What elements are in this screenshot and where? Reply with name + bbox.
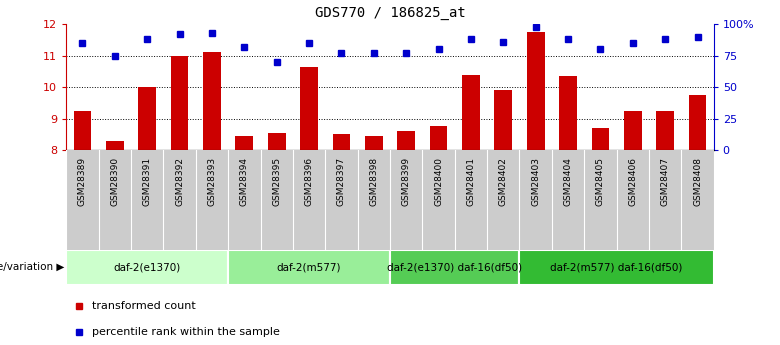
Text: daf-2(e1370) daf-16(df50): daf-2(e1370) daf-16(df50) (387, 263, 523, 272)
Bar (624, 111, 642, 150)
Bar (689, 95, 707, 150)
Text: daf-2(m577): daf-2(m577) (277, 263, 342, 272)
Text: GSM28403: GSM28403 (531, 157, 541, 206)
Bar (138, 87, 156, 150)
Bar (591, 128, 609, 150)
Bar (656, 111, 674, 150)
Bar (365, 136, 383, 150)
Text: transformed count: transformed count (92, 301, 196, 310)
Text: GSM28394: GSM28394 (239, 157, 249, 206)
Text: GSM28401: GSM28401 (466, 157, 476, 206)
Bar (397, 131, 415, 150)
Text: daf-2(m577) daf-16(df50): daf-2(m577) daf-16(df50) (551, 263, 682, 272)
Bar (171, 56, 189, 150)
Text: GSM28391: GSM28391 (143, 157, 152, 206)
Text: GSM28398: GSM28398 (369, 157, 378, 206)
Text: GSM28407: GSM28407 (661, 157, 670, 206)
Bar (268, 133, 285, 150)
Bar (519, 250, 714, 285)
Text: GSM28396: GSM28396 (304, 157, 314, 206)
Bar (462, 75, 480, 150)
Text: GSM28390: GSM28390 (110, 157, 119, 206)
Text: GSM28402: GSM28402 (498, 157, 508, 206)
Text: GSM28397: GSM28397 (337, 157, 346, 206)
Text: GSM28404: GSM28404 (563, 157, 573, 206)
Bar (73, 111, 91, 150)
Text: GSM28399: GSM28399 (402, 157, 411, 206)
Bar (332, 134, 350, 150)
Bar (495, 90, 512, 150)
Text: GSM28405: GSM28405 (596, 157, 605, 206)
Text: GSM28389: GSM28389 (78, 157, 87, 206)
Bar (66, 250, 229, 285)
Bar (236, 136, 254, 150)
Bar (430, 127, 448, 150)
Bar (229, 250, 390, 285)
Text: GSM28406: GSM28406 (628, 157, 637, 206)
Text: daf-2(e1370): daf-2(e1370) (114, 263, 181, 272)
Text: GSM28408: GSM28408 (693, 157, 702, 206)
Text: percentile rank within the sample: percentile rank within the sample (92, 327, 280, 337)
Text: GSM28392: GSM28392 (175, 157, 184, 206)
Bar (526, 32, 544, 150)
Bar (559, 76, 577, 150)
Bar (106, 141, 124, 150)
Title: GDS770 / 186825_at: GDS770 / 186825_at (314, 6, 466, 20)
Bar (300, 67, 318, 150)
Bar (203, 52, 221, 150)
Text: GSM28395: GSM28395 (272, 157, 282, 206)
Text: GSM28400: GSM28400 (434, 157, 443, 206)
Text: GSM28393: GSM28393 (207, 157, 217, 206)
Bar (390, 250, 519, 285)
Text: genotype/variation ▶: genotype/variation ▶ (0, 263, 64, 272)
